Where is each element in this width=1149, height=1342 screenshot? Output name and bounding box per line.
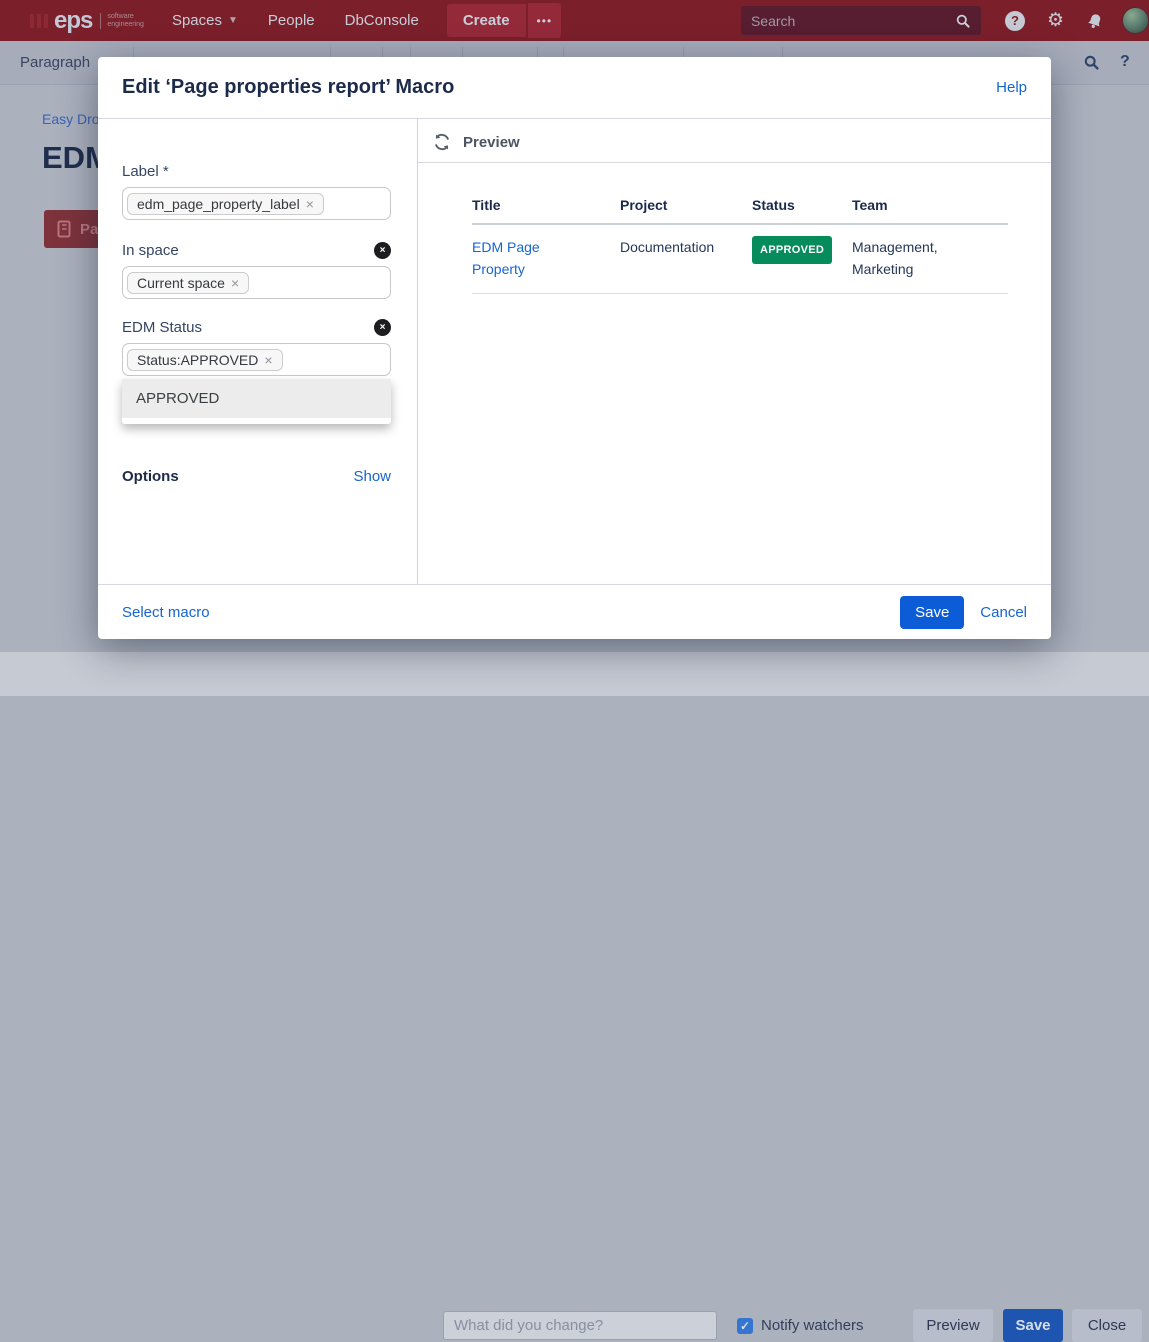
editor-footer: ✓ Notify watchers Preview Save Close xyxy=(0,652,1149,1342)
edm-status-field-input[interactable]: Status:APPROVED × xyxy=(122,343,391,376)
cancel-link[interactable]: Cancel xyxy=(980,603,1027,621)
clear-in-space-icon[interactable]: × xyxy=(374,242,391,259)
eps-logo[interactable]: eps software engineering xyxy=(30,7,144,35)
nav-people[interactable]: People xyxy=(267,12,315,29)
label-field-input[interactable]: edm_page_property_label × xyxy=(122,187,391,220)
table-row: EDM Page Property Documentation APPROVED… xyxy=(472,225,1008,294)
preview-table: Title Project Status Team EDM Page Prope… xyxy=(472,197,1008,294)
status-badge: APPROVED xyxy=(752,236,833,264)
remove-tag-icon[interactable]: × xyxy=(264,351,273,368)
editor-save-button[interactable]: Save xyxy=(1003,1309,1063,1342)
more-menu-button[interactable]: ••• xyxy=(527,3,562,38)
macro-panel-icon xyxy=(57,220,71,238)
edm-status-field-label: EDM Status xyxy=(122,319,203,336)
paragraph-style-dropdown[interactable]: Paragraph xyxy=(20,54,91,71)
chevron-down-icon: ▼ xyxy=(228,15,238,26)
dialog-header: Edit ‘Page properties report’ Macro Help xyxy=(98,57,1051,119)
bell-icon[interactable] xyxy=(1084,9,1107,32)
search-placeholder: Search xyxy=(750,12,796,29)
editor-preview-button[interactable]: Preview xyxy=(913,1309,993,1342)
preview-header: Preview xyxy=(418,119,1051,163)
options-heading: Options xyxy=(122,468,179,485)
editor-help-icon[interactable]: ? xyxy=(1120,53,1130,70)
label-tag: edm_page_property_label × xyxy=(127,192,324,215)
search-icon[interactable] xyxy=(955,13,971,29)
notify-watchers-checkbox[interactable]: ✓ xyxy=(737,1318,753,1334)
preview-title: Preview xyxy=(463,133,520,151)
notify-watchers-label: Notify watchers xyxy=(761,1317,864,1334)
editor-close-button[interactable]: Close xyxy=(1072,1309,1142,1342)
save-button[interactable]: Save xyxy=(900,595,965,629)
edm-status-tag: Status:APPROVED × xyxy=(127,348,283,371)
select-macro-link[interactable]: Select macro xyxy=(122,603,210,621)
in-space-field-input[interactable]: Current space × xyxy=(122,266,391,299)
column-header-project: Project xyxy=(620,197,668,213)
logo-text: eps xyxy=(54,6,93,34)
dialog-title: Edit ‘Page properties report’ Macro xyxy=(122,76,455,98)
show-options-link[interactable]: Show xyxy=(353,468,391,485)
help-link[interactable]: Help xyxy=(996,79,1027,96)
clear-edm-status-icon[interactable]: × xyxy=(374,319,391,336)
logo-subtitle: software engineering xyxy=(100,12,144,29)
macro-preview-panel: Preview Title Project Status Team EDM Pa… xyxy=(418,119,1051,584)
user-avatar[interactable] xyxy=(1122,7,1149,34)
table-header-row: Title Project Status Team xyxy=(472,197,1008,225)
breadcrumb[interactable]: Easy Dro xyxy=(42,111,100,127)
macro-parameters-panel: Label * edm_page_property_label × In spa… xyxy=(98,119,418,584)
create-button[interactable]: Create xyxy=(446,4,526,37)
in-space-field-label: In space xyxy=(122,242,179,259)
remove-tag-icon[interactable]: × xyxy=(305,195,314,212)
column-header-status: Status xyxy=(752,197,795,213)
label-field-label: Label * xyxy=(122,163,169,180)
edit-macro-dialog: Edit ‘Page properties report’ Macro Help… xyxy=(98,57,1051,639)
top-nav: eps software engineering Spaces ▼ People D… xyxy=(0,0,1149,41)
refresh-icon[interactable] xyxy=(433,133,451,151)
column-header-team: Team xyxy=(852,197,888,213)
dialog-footer: Select macro Save Cancel xyxy=(98,584,1051,639)
team-cell: Management, Marketing xyxy=(852,239,938,277)
dropdown-option-approved[interactable]: APPROVED xyxy=(122,379,391,418)
in-space-tag: Current space × xyxy=(127,271,250,294)
logo-bars-icon xyxy=(30,13,48,28)
column-header-title: Title xyxy=(472,197,501,213)
status-suggestion-dropdown: APPROVED xyxy=(122,379,391,424)
project-cell: Documentation xyxy=(620,239,715,255)
help-icon[interactable]: ? xyxy=(1004,10,1025,31)
editor-search-icon[interactable] xyxy=(1083,54,1100,71)
gear-icon[interactable]: ⚙ xyxy=(1046,10,1064,31)
page-link[interactable]: EDM Page Property xyxy=(472,239,540,277)
search-input[interactable]: Search xyxy=(740,6,981,35)
macro-badge-label: Pa xyxy=(80,220,99,238)
change-comment-input[interactable] xyxy=(443,1311,717,1340)
remove-tag-icon[interactable]: × xyxy=(230,274,240,291)
nav-spaces[interactable]: Spaces ▼ xyxy=(171,12,238,29)
nav-dbconsole[interactable]: DbConsole xyxy=(344,12,419,29)
